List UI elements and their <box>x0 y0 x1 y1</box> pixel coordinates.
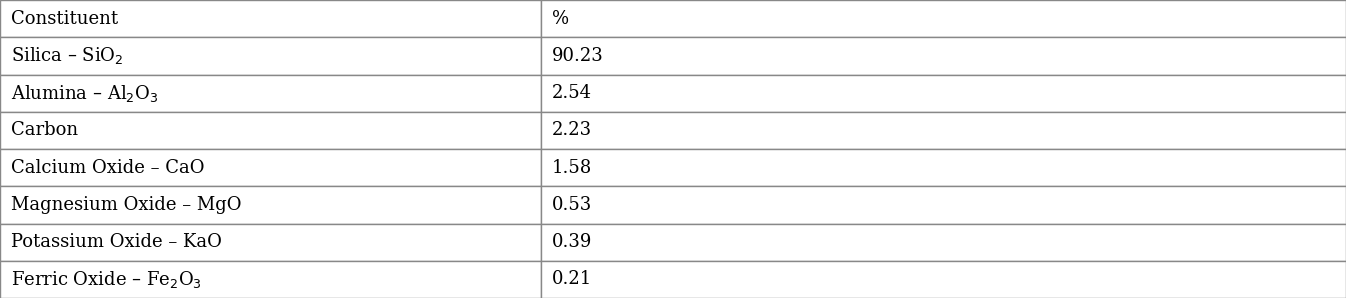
Text: Silica – SiO$_2$: Silica – SiO$_2$ <box>11 45 124 66</box>
Text: 0.39: 0.39 <box>552 233 592 251</box>
Text: %: % <box>552 10 569 28</box>
Bar <box>541 0 1346 37</box>
Text: Calcium Oxide – CaO: Calcium Oxide – CaO <box>11 159 205 177</box>
Bar <box>541 37 1346 74</box>
Bar <box>0 74 541 112</box>
Text: 90.23: 90.23 <box>552 47 603 65</box>
Text: 0.21: 0.21 <box>552 270 592 288</box>
Text: Carbon: Carbon <box>11 121 78 139</box>
Bar <box>0 261 541 298</box>
Bar <box>541 74 1346 112</box>
Bar <box>0 149 541 186</box>
Bar <box>0 224 541 261</box>
Bar <box>0 186 541 224</box>
Text: 2.23: 2.23 <box>552 121 592 139</box>
Text: Potassium Oxide – KaO: Potassium Oxide – KaO <box>11 233 222 251</box>
Bar <box>541 186 1346 224</box>
Text: Magnesium Oxide – MgO: Magnesium Oxide – MgO <box>11 196 241 214</box>
Bar <box>541 149 1346 186</box>
Bar <box>541 224 1346 261</box>
Text: 2.54: 2.54 <box>552 84 592 102</box>
Text: 1.58: 1.58 <box>552 159 592 177</box>
Text: Constituent: Constituent <box>11 10 118 28</box>
Bar <box>541 261 1346 298</box>
Text: 0.53: 0.53 <box>552 196 592 214</box>
Bar <box>541 112 1346 149</box>
Text: Alumina – Al$_2$O$_3$: Alumina – Al$_2$O$_3$ <box>11 83 157 104</box>
Bar <box>0 112 541 149</box>
Bar <box>0 37 541 74</box>
Text: Ferric Oxide – Fe$_2$O$_3$: Ferric Oxide – Fe$_2$O$_3$ <box>11 269 202 290</box>
Bar <box>0 0 541 37</box>
